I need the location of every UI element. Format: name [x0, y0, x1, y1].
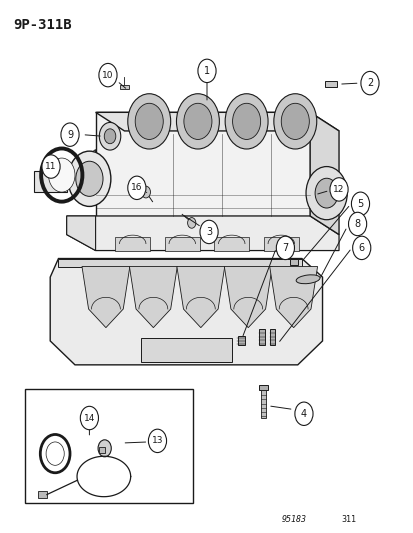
Circle shape — [348, 212, 366, 236]
Circle shape — [352, 236, 370, 260]
Circle shape — [275, 236, 294, 260]
Polygon shape — [164, 237, 199, 251]
Circle shape — [128, 176, 145, 199]
Bar — [269, 329, 275, 345]
Text: 311: 311 — [340, 515, 355, 524]
Circle shape — [187, 217, 195, 228]
Polygon shape — [115, 237, 150, 251]
Bar — [119, 85, 128, 90]
Circle shape — [76, 161, 103, 196]
Circle shape — [135, 103, 163, 140]
Ellipse shape — [295, 275, 319, 284]
Circle shape — [98, 440, 111, 457]
Polygon shape — [66, 150, 95, 187]
Polygon shape — [33, 171, 66, 192]
Polygon shape — [269, 266, 317, 328]
Circle shape — [360, 71, 378, 95]
Circle shape — [294, 402, 312, 425]
Text: 11: 11 — [45, 162, 57, 171]
Polygon shape — [50, 259, 322, 365]
Polygon shape — [214, 237, 249, 251]
Circle shape — [68, 151, 111, 206]
Circle shape — [329, 177, 347, 201]
Circle shape — [273, 94, 316, 149]
Text: 4: 4 — [300, 409, 306, 419]
Text: 1: 1 — [204, 66, 209, 76]
Polygon shape — [309, 112, 338, 235]
Circle shape — [197, 59, 216, 83]
Text: 14: 14 — [83, 414, 95, 423]
Circle shape — [128, 94, 170, 149]
Circle shape — [199, 220, 218, 244]
Text: 3: 3 — [206, 227, 211, 237]
Circle shape — [99, 63, 117, 87]
Circle shape — [305, 166, 347, 220]
Circle shape — [141, 186, 150, 198]
Text: 10: 10 — [102, 70, 114, 79]
Polygon shape — [129, 266, 177, 328]
Circle shape — [42, 155, 60, 178]
Text: 16: 16 — [131, 183, 142, 192]
Text: 7: 7 — [282, 243, 288, 253]
Bar — [261, 390, 265, 418]
Circle shape — [351, 192, 369, 215]
Polygon shape — [263, 237, 298, 251]
Polygon shape — [141, 338, 231, 362]
FancyBboxPatch shape — [25, 389, 192, 503]
Text: 8: 8 — [354, 219, 360, 229]
Circle shape — [99, 123, 121, 150]
Circle shape — [48, 158, 75, 192]
Polygon shape — [95, 112, 309, 216]
Text: 95183: 95183 — [280, 515, 306, 524]
Circle shape — [46, 442, 64, 465]
Circle shape — [104, 129, 116, 144]
Bar — [99, 447, 105, 453]
Circle shape — [61, 123, 79, 147]
Bar — [289, 259, 297, 265]
Text: 9: 9 — [67, 130, 73, 140]
Circle shape — [80, 406, 98, 430]
Polygon shape — [66, 216, 338, 251]
Bar — [259, 329, 265, 345]
Text: 13: 13 — [152, 437, 163, 446]
Polygon shape — [176, 266, 224, 328]
Text: 5: 5 — [356, 199, 363, 209]
Circle shape — [148, 429, 166, 453]
Bar — [259, 384, 267, 390]
Polygon shape — [95, 112, 338, 131]
Circle shape — [183, 103, 211, 140]
Circle shape — [280, 103, 309, 140]
Circle shape — [176, 94, 219, 149]
Polygon shape — [82, 266, 130, 328]
Bar — [38, 491, 47, 498]
Text: 9P-311B: 9P-311B — [13, 18, 71, 31]
Text: 6: 6 — [358, 243, 364, 253]
Bar — [324, 81, 336, 87]
Circle shape — [314, 178, 337, 208]
Circle shape — [225, 94, 268, 149]
Text: 2: 2 — [366, 78, 372, 88]
Text: 12: 12 — [332, 185, 344, 194]
Circle shape — [232, 103, 260, 140]
Polygon shape — [58, 259, 301, 266]
Polygon shape — [224, 266, 271, 328]
Polygon shape — [66, 216, 95, 251]
Bar — [237, 336, 244, 345]
